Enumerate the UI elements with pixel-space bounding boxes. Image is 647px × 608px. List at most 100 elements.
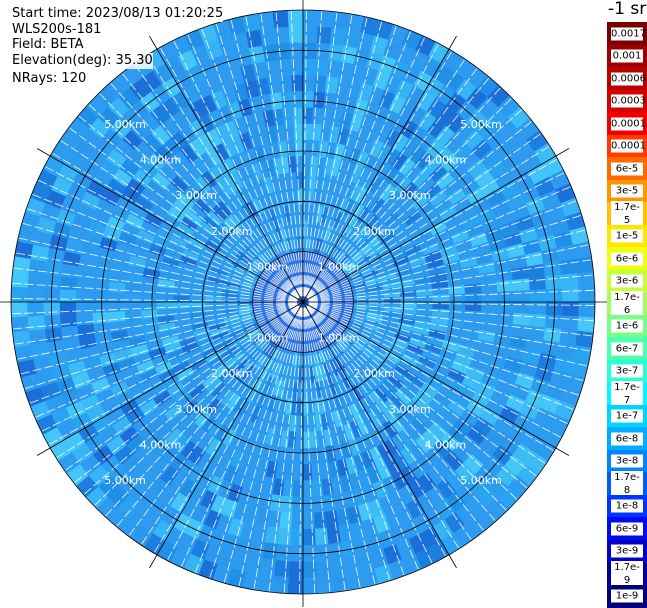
range-bin-cell bbox=[218, 367, 235, 383]
range-bin-cell bbox=[303, 431, 311, 448]
range-bin-cell bbox=[383, 210, 400, 226]
range-bin-cell bbox=[204, 509, 222, 530]
range-bin-cell bbox=[379, 183, 395, 202]
range-bin-cell bbox=[400, 465, 418, 485]
range-bin-cell bbox=[398, 157, 416, 176]
range-bin-cell bbox=[486, 107, 508, 129]
colorbar-tick-label: 1e-6 bbox=[611, 319, 643, 333]
range-bin-cell bbox=[290, 528, 303, 546]
range-bin-cell bbox=[462, 213, 481, 230]
range-bin-cell bbox=[227, 374, 242, 391]
range-bin-cell bbox=[242, 244, 258, 259]
range-bin-cell bbox=[241, 278, 258, 287]
range-ring-label: 5.00km bbox=[460, 474, 502, 487]
range-bin-cell bbox=[141, 276, 159, 287]
range-bin-cell bbox=[455, 78, 477, 101]
range-bin-cell bbox=[68, 360, 87, 378]
range-bin-cell bbox=[124, 292, 141, 302]
range-bin-cell bbox=[353, 251, 369, 264]
range-bin-cell bbox=[88, 117, 111, 139]
range-bin-cell bbox=[272, 10, 289, 28]
range-bin-cell bbox=[170, 492, 190, 513]
range-bin-cell bbox=[292, 107, 303, 124]
range-bin-cell bbox=[158, 368, 177, 384]
range-bin-cell bbox=[232, 82, 249, 102]
range-ring-label: 3.00km bbox=[389, 189, 431, 202]
range-bin-cell bbox=[284, 463, 295, 481]
range-bin-cell bbox=[207, 235, 225, 249]
field-label: Field: BETA bbox=[12, 37, 84, 53]
colorbar-tick-label: 0.0001 bbox=[611, 139, 646, 153]
colorbar-tick-label: 1.7e-9 bbox=[611, 560, 643, 587]
range-bin-cell bbox=[252, 258, 267, 272]
range-bin-cell bbox=[512, 278, 530, 291]
range-bin-cell bbox=[391, 470, 409, 490]
range-bin-cell bbox=[496, 280, 514, 292]
range-bin-cell bbox=[367, 175, 383, 194]
range-bin-cell bbox=[190, 157, 208, 176]
range-bin-cell bbox=[400, 138, 418, 158]
range-bin-cell bbox=[227, 325, 244, 335]
range-bin-cell bbox=[433, 145, 453, 165]
range-bin-cell bbox=[465, 302, 482, 312]
range-bin-cell bbox=[347, 319, 364, 329]
range-bin-cell bbox=[452, 141, 472, 161]
range-bin-cell bbox=[418, 235, 437, 250]
range-bin-cell bbox=[204, 544, 223, 565]
range-bin-cell bbox=[400, 119, 418, 139]
range-bin-cell bbox=[230, 261, 247, 273]
range-bin-cell bbox=[464, 283, 482, 294]
range-bin-cell bbox=[266, 227, 277, 245]
range-bin-cell bbox=[254, 256, 269, 270]
range-bin-cell bbox=[422, 428, 441, 447]
colorbar-tick-label: 3e-7 bbox=[611, 364, 643, 378]
azimuth-spoke bbox=[149, 301, 304, 569]
range-bin-cell bbox=[176, 222, 195, 238]
range-bin-cell bbox=[131, 525, 153, 547]
range-bin-cell bbox=[383, 39, 402, 60]
range-bin-cell bbox=[66, 464, 89, 486]
range-bin-cell bbox=[394, 175, 412, 194]
range-bin-cell bbox=[252, 332, 267, 346]
range-bin-cell bbox=[350, 223, 365, 239]
range-bin-cell bbox=[435, 125, 455, 146]
range-bin-cell bbox=[40, 382, 61, 401]
colorbar-cell: 1e-8 bbox=[607, 494, 647, 518]
range-bin-cell bbox=[335, 356, 348, 373]
range-bin-cell bbox=[99, 352, 118, 368]
range-bin-cell bbox=[351, 203, 365, 221]
range-bin-cell bbox=[227, 353, 243, 368]
range-bin-cell bbox=[368, 370, 384, 387]
range-bin-cell bbox=[214, 124, 231, 143]
range-bin-cell bbox=[126, 408, 146, 426]
range-bin-cell bbox=[169, 111, 189, 132]
range-bin-cell bbox=[199, 489, 218, 510]
range-bin-cell bbox=[205, 398, 222, 416]
range-bin-cell bbox=[332, 211, 343, 228]
range-bin-cell bbox=[184, 243, 202, 256]
range-bin-cell bbox=[378, 230, 395, 245]
range-bin-cell bbox=[471, 139, 493, 160]
range-ring-label: 4.00km bbox=[140, 154, 182, 167]
colorbar-cell: 6e-6 bbox=[607, 247, 647, 270]
range-bin-cell bbox=[349, 114, 364, 133]
range-bin-cell bbox=[144, 212, 163, 229]
range-ring-label: 2.00km bbox=[353, 367, 395, 380]
colorbar-tick-label: 1.7e-5 bbox=[611, 200, 643, 227]
range-bin-cell bbox=[427, 118, 446, 139]
range-bin-cell bbox=[221, 428, 237, 447]
range-bin-cell bbox=[447, 399, 467, 417]
range-bin-cell bbox=[429, 421, 448, 440]
range-bin-cell bbox=[348, 147, 362, 166]
range-bin-cell bbox=[17, 359, 37, 378]
range-bin-cell bbox=[303, 58, 316, 76]
range-bin-cell bbox=[384, 350, 402, 364]
range-bin-cell bbox=[179, 255, 197, 267]
range-bin-cell bbox=[221, 157, 237, 176]
range-bin-cell bbox=[98, 159, 120, 179]
colorbar-cell: 6e-7 bbox=[607, 337, 647, 360]
range-bin-cell bbox=[146, 152, 166, 172]
range-bin-cell bbox=[228, 328, 246, 339]
range-bin-cell bbox=[335, 253, 349, 268]
range-bin-cell bbox=[231, 210, 246, 227]
